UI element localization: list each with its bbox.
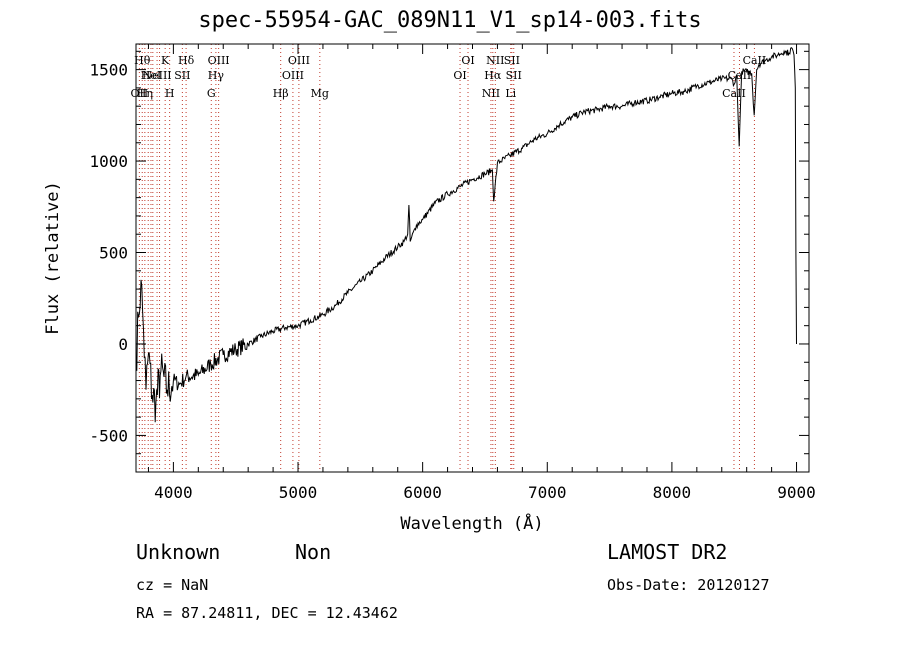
line-label: OII [131, 87, 149, 100]
spectrum-line [135, 47, 797, 423]
x-tick-label: 6000 [403, 483, 442, 502]
line-label: SII [504, 54, 520, 67]
line-label: Li [505, 87, 516, 100]
redshift-cz: cz = NaN [136, 576, 209, 594]
line-label: Hβ [273, 87, 289, 100]
line-label: Hδ [178, 54, 195, 67]
y-tick-label: 0 [118, 335, 128, 354]
y-tick-label: -500 [89, 426, 128, 445]
object-class: Unknown [136, 540, 221, 564]
x-axis-label: Wavelength (Å) [400, 512, 543, 534]
line-label: OI [453, 69, 466, 82]
line-label: OIII [282, 69, 304, 82]
chart-title: spec-55954-GAC_089N11_V1_sp14-003.fits [198, 8, 702, 33]
survey-name: LAMOST DR2 [607, 540, 728, 564]
x-tick-label: 9000 [777, 483, 816, 502]
line-label: Hγ [208, 69, 225, 82]
line-label: Hη [137, 87, 153, 100]
x-axis-ticks: 4000 5000 6000 7000 8000 9000 [147, 44, 816, 502]
line-label: NII [482, 87, 500, 100]
y-tick-label: 1500 [89, 61, 128, 80]
x-tick-label: 7000 [528, 483, 567, 502]
line-label: OIII [288, 54, 310, 67]
object-subclass: Non [295, 540, 332, 564]
line-label: SII [506, 69, 522, 82]
line-label: Hα [484, 69, 502, 82]
line-label: Mg [311, 87, 329, 100]
emission-line-markers [138, 44, 755, 472]
sky-coordinates: RA = 87.24811, DEC = 12.43462 [136, 604, 398, 622]
y-axis-label: Flux (relative) [43, 181, 63, 335]
line-label: K [161, 54, 170, 67]
line-label: Hθ [134, 54, 151, 67]
y-tick-label: 1000 [89, 152, 128, 171]
line-label: G [207, 87, 216, 100]
x-tick-label: 5000 [279, 483, 318, 502]
x-tick-label: 4000 [154, 483, 193, 502]
line-label: CaII [728, 69, 752, 82]
line-label: H [165, 87, 175, 100]
line-label: CaII [722, 87, 746, 100]
line-label: OI [461, 54, 474, 67]
line-label: NII [486, 54, 504, 67]
y-tick-label: 500 [99, 244, 128, 263]
x-tick-label: 8000 [653, 483, 692, 502]
line-label: OIII [208, 54, 230, 67]
line-label: NeIII [142, 69, 171, 82]
line-label: SII [174, 69, 190, 82]
observation-date: Obs-Date: 20120127 [607, 576, 770, 594]
plot-frame [135, 43, 810, 473]
line-label: HeI [141, 69, 161, 82]
y-axis-ticks: -500 0 500 1000 1500 [89, 50, 809, 455]
